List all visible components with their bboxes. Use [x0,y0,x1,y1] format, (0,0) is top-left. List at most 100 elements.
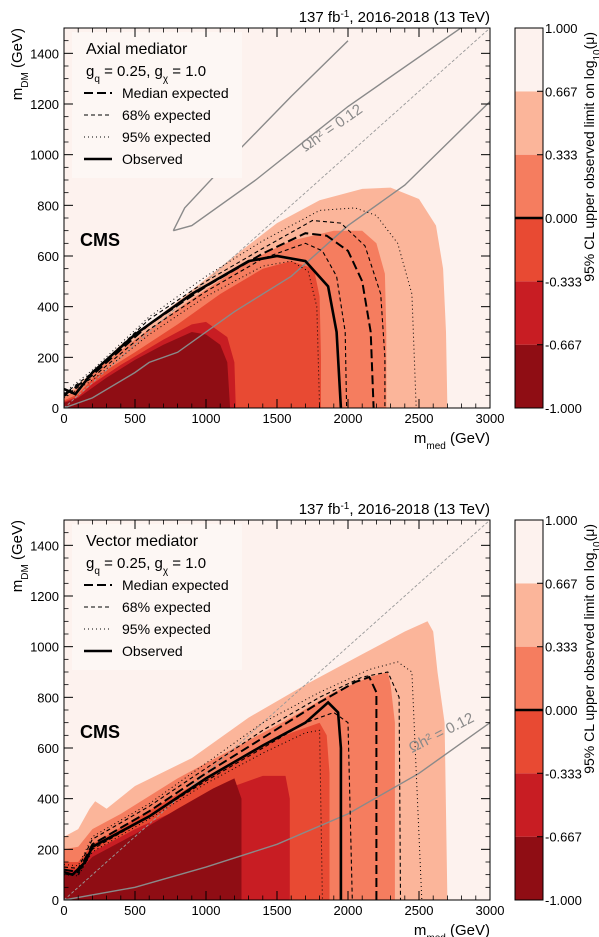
expected-95-low-line [64,260,321,408]
y-tick-label: 0 [52,401,59,416]
legend-entry-1: 68% expected [122,599,211,615]
y-tick-label: 400 [37,792,59,807]
expected-95-high-line [64,207,417,408]
subscript: DM [20,564,31,580]
mdm-equals-half-mmed-line [64,520,490,900]
text-part: m [414,430,427,447]
colorbar-segment-band-4 [515,773,543,837]
text-part: m [9,580,26,593]
y-axis-label: mDM (GeV) [9,28,31,100]
relic-density-line [64,101,490,408]
colorbar-title: 95% CL upper observed limit on log10(μ) [581,524,599,774]
colorbar-tick-label: 0.000 [545,703,578,718]
relic-density-line [64,722,490,900]
text-part: = 1.0 [168,555,206,572]
legend-entry-0: Median expected [122,85,229,101]
subscript: DM [20,72,31,88]
text-part: (GeV) [446,922,490,937]
y-tick-label: 1000 [30,148,59,163]
experiment-label: CMS [80,230,120,250]
y-tick-label: 200 [37,842,59,857]
text-part: g [86,63,94,80]
limit-band-band-5 [64,332,231,408]
subscript: med [426,933,445,937]
colorbar-segment-band-0 [515,520,543,584]
text-part: 137 fb [299,9,341,26]
subscript: χ [163,566,169,577]
text-part: (μ) [581,32,597,49]
legend-entry-2: 95% expected [122,621,211,637]
legend-entry-3: Observed [122,151,183,167]
x-tick-label: 1000 [192,411,221,426]
x-tick-label: 3000 [476,903,505,918]
colorbar-segment-band-4 [515,281,543,345]
median-expected-line [64,232,375,408]
colorbar-tick-label: 0.000 [545,211,578,226]
x-axis-label: mmed (GeV) [414,430,490,452]
legend-entry-0: Median expected [122,577,229,593]
legend-title: Vector mediator [86,533,199,550]
legend-background [72,32,242,178]
colorbar-segment-band-3 [515,710,543,774]
x-axis-label: mmed (GeV) [414,922,490,937]
colorbar-tick-label: -0.333 [545,274,582,289]
colorbar-segment-band-1 [515,91,543,155]
colorbar-tick-label: 1.000 [545,513,578,528]
y-tick-label: 400 [37,300,59,315]
superscript: -1 [340,9,349,20]
text-part: , 2016-2018 (13 TeV) [349,501,490,518]
colorbar-title: 95% CL upper observed limit on log10(μ) [581,32,599,282]
text-part: = 1.0 [168,63,206,80]
colorbar-segment-band-1 [515,583,543,647]
y-tick-label: 1000 [30,640,59,655]
legend-background [72,524,242,670]
x-tick-label: 2000 [334,903,363,918]
experiment-label: CMS [80,722,120,742]
text-part: 95% CL upper observed limit on log [581,553,597,774]
subscript: 10 [592,49,599,61]
y-tick-label: 800 [37,198,59,213]
text-part: (GeV) [446,430,490,447]
legend-couplings: gq = 0.25, gχ = 1.0 [86,555,206,577]
y-tick-label: 600 [37,249,59,264]
luminosity-label: 137 fb-1, 2016-2018 (13 TeV) [299,9,490,27]
superscript: -1 [340,501,349,512]
x-tick-label: 500 [124,411,146,426]
colorbar-tick-label: -0.667 [545,338,582,353]
x-tick-label: 0 [60,903,67,918]
subscript: q [94,566,100,577]
colorbar: 1.000 0.667 0.333 0.000 -0.333 -0.667 -1.000 95… [514,513,599,908]
colorbar-tick-label: 0.333 [545,640,578,655]
relic-density-lower-line [173,28,463,232]
x-tick-label: 0 [60,411,67,426]
text-part: , 2016-2018 (13 TeV) [349,9,490,26]
y-tick-label: 200 [37,350,59,365]
y-tick-label: 800 [37,690,59,705]
x-tick-label: 1500 [263,903,292,918]
colorbar-tick-label: -0.333 [545,766,582,781]
legend-entry-3: Observed [122,643,183,659]
text-part: = 0.25, g [100,63,163,80]
colorbar-tick-label: -1.000 [545,893,582,908]
colorbar: 1.000 0.667 0.333 0.000 -0.333 -0.667 -1.000 95… [514,21,599,416]
colorbar-tick-label: 0.333 [545,148,578,163]
colorbar-segment-band-3 [515,218,543,282]
y-tick-label: 1200 [30,97,59,112]
y-tick-label: 1200 [30,589,59,604]
subscript: 10 [592,541,599,553]
colorbar-segment-band-2 [515,154,543,218]
y-tick-label: 1400 [30,538,59,553]
text-part: (GeV) [9,520,26,564]
text-part: 137 fb [299,501,341,518]
expected-68-low-line [64,242,348,408]
text-part: g [86,555,94,572]
text-part: (GeV) [9,28,26,72]
subscript: q [94,74,100,85]
x-tick-label: 2000 [334,411,363,426]
